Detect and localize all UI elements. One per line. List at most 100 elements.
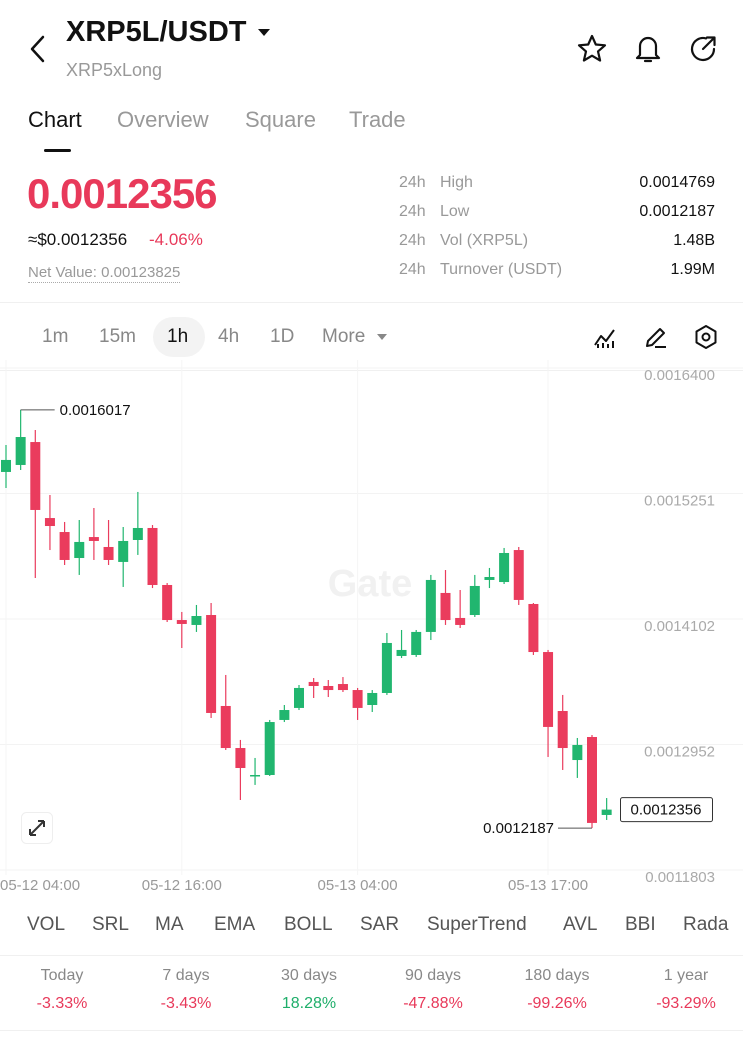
- indicator-list: VOL SRL MA EMA BOLL SAR SuperTrend AVL BBI Rada: [0, 912, 743, 942]
- interval-highlight: [153, 317, 205, 357]
- y-tick-label: 0.0015251: [644, 492, 715, 509]
- candle-body: [88, 537, 99, 541]
- indicator[interactable]: SAR: [360, 914, 400, 935]
- interval-more[interactable]: More: [322, 326, 366, 347]
- candle-body: [30, 442, 41, 510]
- candle-body: [352, 690, 363, 708]
- settings-icon[interactable]: [693, 324, 719, 350]
- candle-body: [250, 774, 261, 777]
- period-label: 1 year: [663, 967, 709, 984]
- stat-label: Vol (XRP5L): [440, 232, 529, 249]
- back-icon[interactable]: [26, 34, 50, 64]
- interval-active[interactable]: 1h: [167, 326, 189, 347]
- candlestick-chart: Gate 0.0016400 0.0015251 0.0014102 0.001295…: [0, 360, 743, 894]
- candle-body: [176, 620, 187, 624]
- stat-value: 1.99M: [670, 261, 715, 278]
- stat-value: 0.0012187: [639, 203, 715, 220]
- tab-active[interactable]: Chart: [28, 107, 82, 132]
- candle-body: [601, 809, 612, 815]
- candle-body: [323, 685, 334, 691]
- more-caret[interactable]: [376, 333, 388, 341]
- candle-body: [572, 744, 583, 761]
- candle-body: [381, 642, 392, 693]
- candle-body: [132, 527, 143, 540]
- indicator[interactable]: SRL: [92, 914, 129, 935]
- candle-body: [557, 711, 568, 749]
- period-change: -93.29%: [656, 995, 716, 1012]
- candle-body: [206, 615, 217, 713]
- stat-period: 24h: [399, 174, 426, 191]
- draw-icon[interactable]: [643, 324, 669, 350]
- candle-body: [15, 437, 26, 465]
- indicator[interactable]: Rada: [683, 914, 729, 935]
- favorite-icon[interactable]: [576, 33, 608, 65]
- candle-body: [469, 585, 480, 616]
- alert-icon[interactable]: [632, 32, 664, 66]
- interval[interactable]: 4h: [218, 326, 240, 347]
- share-icon[interactable]: [687, 33, 719, 65]
- stat-period: 24h: [399, 203, 426, 220]
- stat-period: 24h: [399, 261, 426, 278]
- period-label: 180 days: [524, 967, 590, 984]
- dropdown-icon[interactable]: [257, 28, 271, 38]
- candle-body: [440, 592, 451, 621]
- candle-body: [162, 584, 173, 621]
- stat-value: 1.48B: [673, 232, 715, 249]
- interval[interactable]: 1m: [42, 326, 69, 347]
- indicator[interactable]: BOLL: [284, 914, 333, 935]
- watermark: Gate: [328, 563, 412, 605]
- stat-period: 24h: [399, 232, 426, 249]
- separator: [0, 1030, 743, 1031]
- stat-label: Low: [440, 203, 470, 220]
- pair-title[interactable]: XRP5L/USDT: [66, 16, 247, 48]
- indicator[interactable]: VOL: [27, 914, 66, 935]
- candle-body: [118, 540, 129, 562]
- candle-body: [74, 541, 85, 559]
- expand-button[interactable]: [21, 812, 53, 844]
- last-price: 0.0012356: [27, 170, 218, 217]
- min-label: 0.0012187: [483, 820, 554, 837]
- tab[interactable]: Trade: [349, 107, 406, 132]
- candle-body: [279, 710, 290, 720]
- tab[interactable]: Square: [245, 107, 316, 132]
- candle-body: [191, 615, 202, 625]
- candle-body: [220, 705, 231, 749]
- period-label: 30 days: [280, 967, 338, 984]
- interval[interactable]: 15m: [99, 326, 136, 347]
- indicator[interactable]: BBI: [625, 914, 656, 935]
- stat-label: High: [440, 174, 473, 191]
- candle-body: [147, 527, 158, 585]
- net-value[interactable]: Net Value: 0.00123825: [28, 264, 181, 283]
- interval[interactable]: 1D: [270, 326, 295, 347]
- y-tick-label: 0.0016400: [644, 367, 715, 384]
- candle-body: [396, 649, 407, 656]
- period-change: -99.26%: [527, 995, 587, 1012]
- y-tick-label: 0.0012952: [644, 744, 715, 761]
- candle-body: [425, 579, 436, 632]
- last-price-label: 0.0012356: [631, 802, 702, 819]
- stat-value: 0.0014769: [639, 174, 715, 191]
- separator: [0, 370, 743, 371]
- candle-body: [543, 652, 554, 727]
- period-label: Today: [40, 967, 84, 984]
- candle-body: [587, 736, 597, 823]
- candle-body: [499, 552, 510, 583]
- price-change: -4.06%: [149, 230, 203, 249]
- usd-price: ≈$0.0012356: [28, 230, 128, 249]
- candle-body: [411, 631, 422, 655]
- indicator[interactable]: MA: [155, 914, 184, 935]
- max-label: 0.0016017: [60, 402, 131, 419]
- x-tick-label: 05-13 04:00: [318, 877, 398, 894]
- indicator[interactable]: EMA: [214, 914, 256, 935]
- last-price-box: [620, 797, 713, 823]
- candle-body: [455, 617, 466, 625]
- indicator-icon[interactable]: [592, 324, 618, 350]
- x-tick-label: 05-13 17:00: [508, 877, 588, 894]
- indicator[interactable]: AVL: [563, 914, 598, 935]
- indicator[interactable]: SuperTrend: [427, 914, 527, 935]
- y-tick-label: 0.0011803: [645, 869, 715, 886]
- x-tick-label: 05-12 04:00: [0, 877, 80, 894]
- tab[interactable]: Overview: [117, 107, 209, 132]
- candle-body: [1, 459, 11, 472]
